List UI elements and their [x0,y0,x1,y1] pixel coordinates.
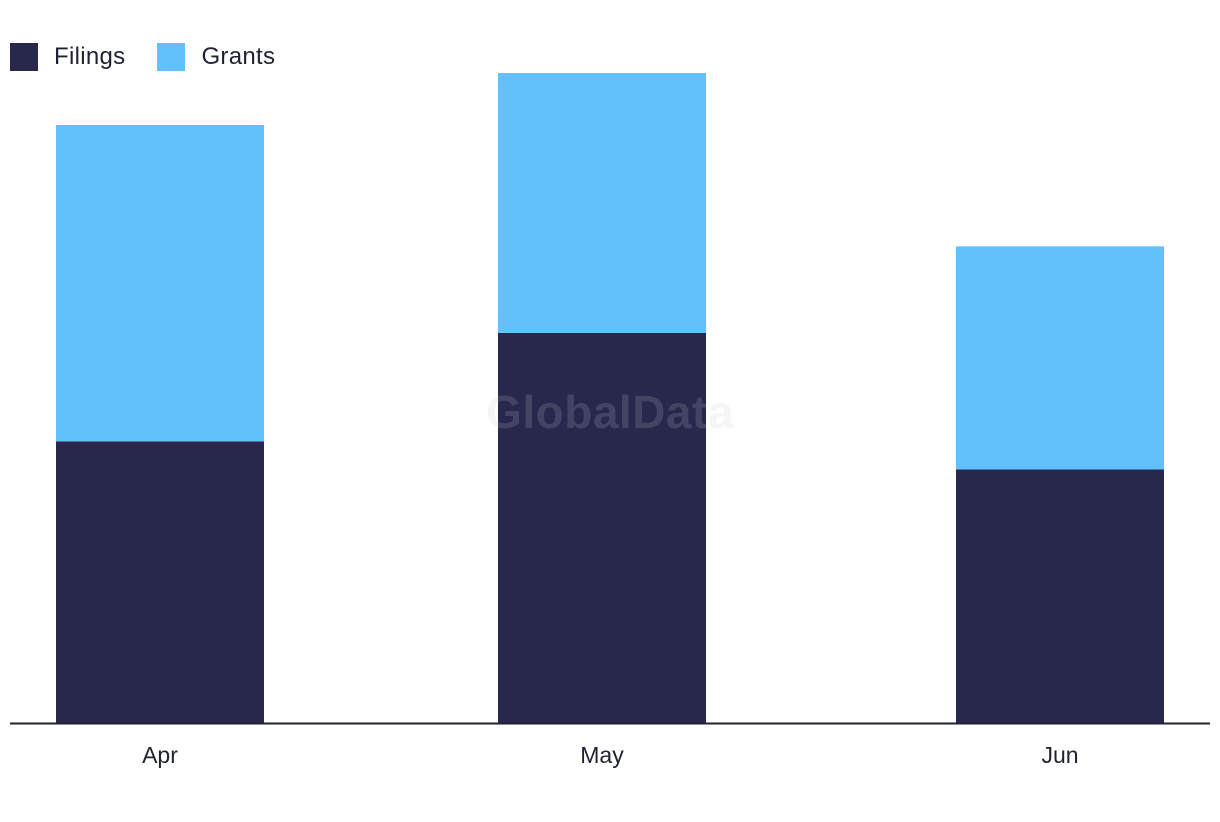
legend-item-filings: Filings [10,43,125,71]
bar-grants-may [498,73,706,333]
bar-grants-jun [956,246,1164,470]
x-tick-label-may: May [580,742,624,768]
bar-grants-apr [56,125,264,442]
bar-filings-apr [56,441,264,723]
x-tick-label-apr: Apr [142,742,178,768]
x-tick-label-jun: Jun [1041,742,1078,768]
bar-filings-jun [956,469,1164,723]
chart-legend: Filings Grants [10,43,307,71]
bar-filings-may [498,333,706,723]
legend-swatch-grants [157,43,186,71]
legend-label-grants: Grants [201,43,276,70]
legend-swatch-filings [10,43,38,71]
legend-item-grants: Grants [157,43,275,71]
legend-label-filings: Filings [54,43,126,70]
